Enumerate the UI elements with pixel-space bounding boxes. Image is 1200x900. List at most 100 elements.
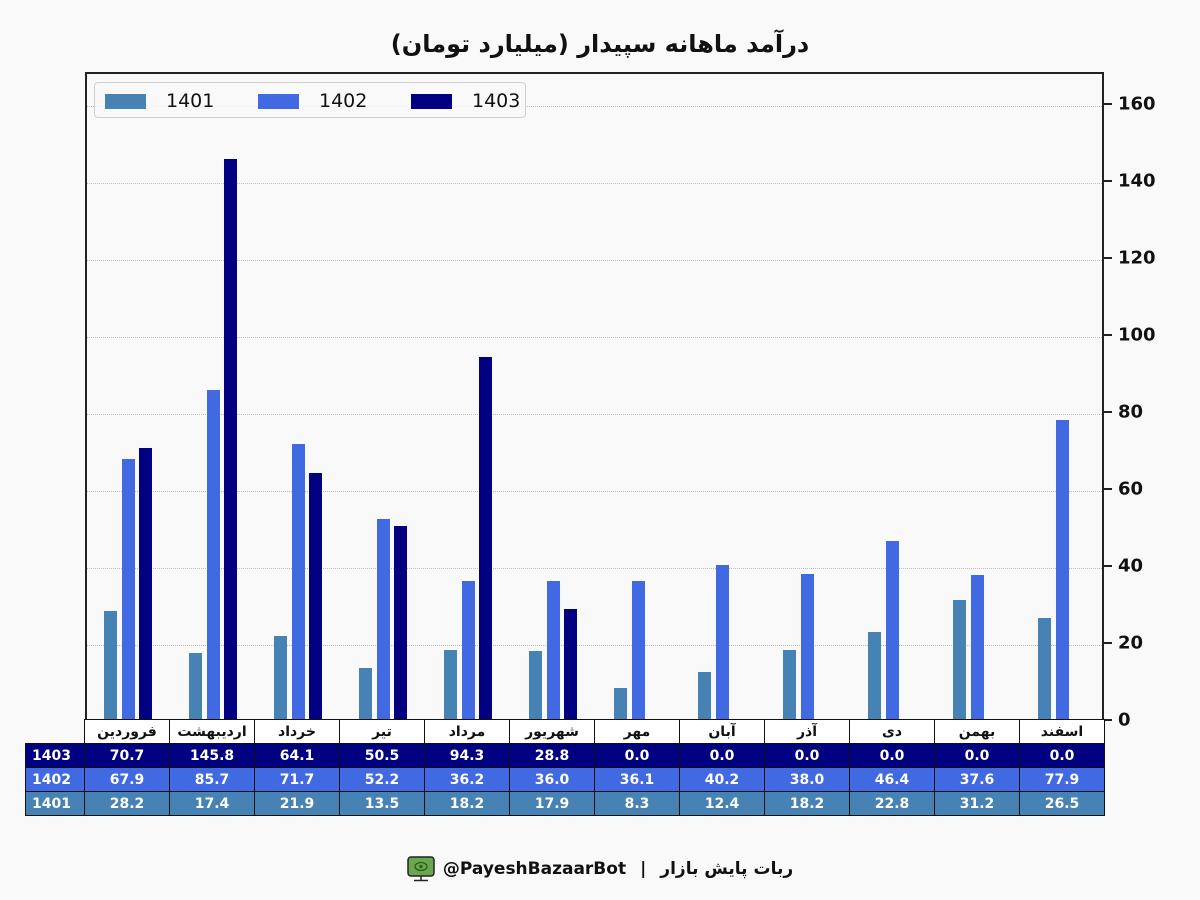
bar-1403 xyxy=(393,525,407,720)
legend-item-1401: 1401 xyxy=(105,90,214,112)
table-cell: 0.0 xyxy=(594,743,680,768)
table-cell: 70.7 xyxy=(84,743,170,768)
table-cell: 36.1 xyxy=(594,767,680,792)
bar-1402 xyxy=(716,565,730,720)
table-cell: 31.2 xyxy=(934,791,1020,816)
table-cell: 46.4 xyxy=(849,767,935,792)
table-cell: 0.0 xyxy=(679,743,765,768)
table-cell: 38.0 xyxy=(764,767,850,792)
table-cell: 12.4 xyxy=(679,791,765,816)
bar-1403 xyxy=(223,158,237,720)
legend-label: 1403 xyxy=(472,90,521,112)
bar-1401 xyxy=(953,599,967,720)
bar-1401 xyxy=(188,653,202,720)
y-tick xyxy=(1104,565,1112,567)
legend-swatch-1401 xyxy=(105,93,146,109)
footer: @PayeshBazaarBot | ربات پایش بازار xyxy=(0,856,1200,882)
gridline xyxy=(87,414,1102,415)
table-row-header: 1402 xyxy=(25,767,85,792)
table-month-header: آذر xyxy=(764,719,850,744)
legend-item-1403: 1403 xyxy=(411,90,520,112)
table-cell: 145.8 xyxy=(169,743,255,768)
gridline xyxy=(87,183,1102,184)
table-month-header: مهر xyxy=(594,719,680,744)
footer-handle: @PayeshBazaarBot xyxy=(442,859,627,879)
table-corner xyxy=(26,720,85,744)
bar-1401 xyxy=(868,632,882,720)
y-tick xyxy=(1104,411,1112,413)
table-cell: 64.1 xyxy=(254,743,340,768)
table-month-header: بهمن xyxy=(934,719,1020,744)
table-cell: 37.6 xyxy=(934,767,1020,792)
y-tick xyxy=(1104,103,1112,105)
table-cell: 18.2 xyxy=(424,791,510,816)
gridline xyxy=(87,568,1102,569)
table-row-header: 1403 xyxy=(25,743,85,768)
bar-1401 xyxy=(613,688,627,720)
legend-swatch-1403 xyxy=(411,93,452,109)
gridline xyxy=(87,106,1102,107)
bar-1401 xyxy=(783,649,797,720)
bar-1401 xyxy=(104,611,117,720)
legend-label: 1401 xyxy=(166,90,215,112)
table-cell: 0.0 xyxy=(764,743,850,768)
footer-bot-name: ربات پایش بازار xyxy=(660,859,794,879)
table-month-header: اردیبهشت xyxy=(169,719,255,744)
chart-title: درآمد ماهانه سپیدار (میلیارد تومان) xyxy=(390,30,810,58)
table-row: 1403 70.7 145.8 64.1 50.5 94.3 28.8 0.0 0.0 0.0 0.… xyxy=(25,743,1105,768)
table-month-header: خرداد xyxy=(254,719,340,744)
legend-item-1402: 1402 xyxy=(258,90,367,112)
table-cell: 22.8 xyxy=(849,791,935,816)
gridline xyxy=(87,645,1102,646)
y-tick-label: 80 xyxy=(1118,401,1144,423)
y-tick-label: 100 xyxy=(1118,324,1156,346)
table-month-header: آبان xyxy=(679,719,765,744)
bar-1402 xyxy=(546,581,560,720)
y-tick-label: 140 xyxy=(1118,170,1156,192)
bar-1401 xyxy=(273,635,287,720)
table-cell: 17.9 xyxy=(509,791,595,816)
bar-1401 xyxy=(698,672,712,720)
table-cell: 0.0 xyxy=(849,743,935,768)
legend: 1401 1402 1403 xyxy=(94,82,526,118)
table-month-header: فروردین xyxy=(84,719,170,744)
table-cell: 17.4 xyxy=(169,791,255,816)
bar-1401 xyxy=(443,649,457,720)
table-month-header: شهریور xyxy=(509,719,595,744)
bar-1402 xyxy=(461,580,475,720)
table-month-header: مرداد xyxy=(424,719,510,744)
table-row: 1402 67.9 85.7 71.7 52.2 36.2 36.0 36.1 40.2 38.0… xyxy=(25,767,1105,792)
table-cell: 0.0 xyxy=(934,743,1020,768)
data-table: فروردین اردیبهشت خرداد تیر مرداد شهریور مهر آبا… xyxy=(25,719,1105,816)
table-row: 1401 28.2 17.4 21.9 13.5 18.2 17.9 8.3 12.4 18.2 2… xyxy=(25,791,1105,816)
bar-1403 xyxy=(308,473,322,720)
bar-1402 xyxy=(1056,420,1070,720)
y-tick xyxy=(1104,719,1112,721)
table-cell: 28.2 xyxy=(84,791,170,816)
table-cell: 26.5 xyxy=(1019,791,1105,816)
legend-label: 1402 xyxy=(319,90,368,112)
bar-1402 xyxy=(291,443,305,720)
table-cell: 28.8 xyxy=(509,743,595,768)
y-tick-label: 0 xyxy=(1118,709,1131,731)
y-tick-label: 60 xyxy=(1118,478,1144,500)
y-tick xyxy=(1104,488,1112,490)
monitor-bot-icon xyxy=(407,856,435,882)
table-month-header: اسفند xyxy=(1019,719,1105,744)
table-month-header: تیر xyxy=(339,719,425,744)
plot-area xyxy=(85,72,1104,720)
table-cell: 94.3 xyxy=(424,743,510,768)
table-cell: 50.5 xyxy=(339,743,425,768)
table-cell: 36.0 xyxy=(509,767,595,792)
table-cell: 8.3 xyxy=(594,791,680,816)
y-tick xyxy=(1104,180,1112,182)
table-row-header: 1401 xyxy=(25,791,85,816)
bar-1402 xyxy=(801,573,815,720)
footer-separator: | xyxy=(640,859,647,879)
y-tick-label: 160 xyxy=(1118,93,1156,115)
bar-1402 xyxy=(206,390,220,720)
bar-1402 xyxy=(122,458,135,720)
gridline xyxy=(87,491,1102,492)
bar-1401 xyxy=(528,651,542,720)
bar-1401 xyxy=(1038,617,1052,720)
